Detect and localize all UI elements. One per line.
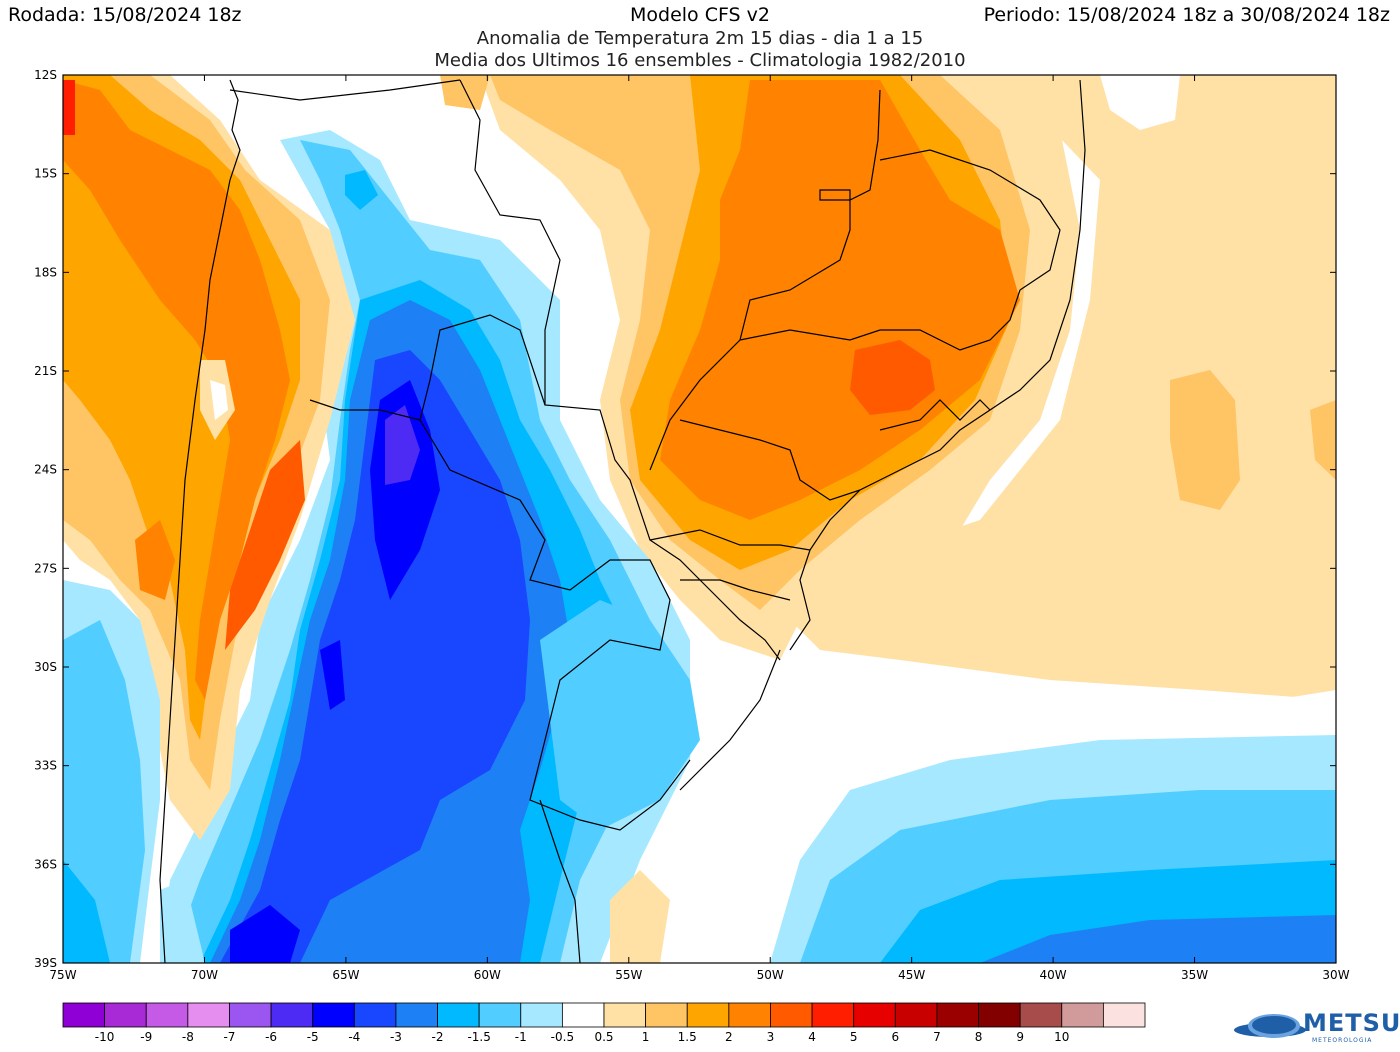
- colorbar-swatch: [603, 1002, 647, 1028]
- colorbar-swatch: [978, 1002, 1021, 1028]
- colorbar-swatch: [104, 1002, 147, 1028]
- colorbar-label: -2: [432, 1030, 444, 1044]
- colorbar-swatch: [520, 1002, 563, 1028]
- model-title: Modelo CFS v2: [629, 4, 770, 26]
- colorbar-label: -4: [348, 1030, 360, 1044]
- colorbar-label: 7: [933, 1030, 941, 1044]
- logo-name: METSUL: [1303, 1009, 1400, 1037]
- lon-label: 55W: [615, 968, 642, 982]
- colorbar-swatch: [645, 1002, 688, 1028]
- colorbar-swatch: [312, 1002, 355, 1028]
- lat-label: 12S: [34, 68, 57, 82]
- colorbar-label: 10: [1054, 1030, 1069, 1044]
- metsul-logo: [1234, 1014, 1306, 1038]
- run-date: Rodada: 15/08/2024 18z: [8, 4, 242, 26]
- colorbar-label: -7: [223, 1030, 235, 1044]
- colorbar-label: 0.5: [594, 1030, 613, 1044]
- colorbar-swatch: [270, 1002, 314, 1028]
- colorbar-label: 5: [850, 1030, 858, 1044]
- lon-label: 65W: [332, 968, 359, 982]
- colorbar-label: -1.5: [467, 1030, 490, 1044]
- colorbar-label: -1: [515, 1030, 527, 1044]
- lat-label: 36S: [34, 857, 57, 871]
- lat-label: 24S: [34, 463, 57, 477]
- colorbar-swatch: [145, 1002, 189, 1028]
- lat-label: 27S: [34, 561, 57, 575]
- colorbar-swatch: [853, 1002, 896, 1028]
- colorbar-swatch: [561, 1002, 605, 1028]
- colorbar-label: 1: [642, 1030, 650, 1044]
- colorbar-label: 1.5: [678, 1030, 697, 1044]
- colorbar-swatch: [395, 1002, 438, 1028]
- colorbar-swatch: [686, 1002, 730, 1028]
- lon-label: 30W: [1322, 968, 1349, 982]
- colorbar-label: -0.5: [551, 1030, 574, 1044]
- colorbar-swatch: [478, 1002, 522, 1028]
- colorbar-label: 3: [767, 1030, 775, 1044]
- colorbar-label: -5: [307, 1030, 319, 1044]
- colorbar-swatch: [437, 1002, 480, 1028]
- colorbar-swatch: [229, 1002, 272, 1028]
- colorbar-swatch: [936, 1002, 979, 1028]
- lat-label: 30S: [34, 660, 57, 674]
- colorbar-swatch: [187, 1002, 230, 1028]
- colorbar-labels: -10 -9 -8 -7 -6 -5 -4 -3 -2 -1.5 -1 -0.5 0.5 1 1.5 2 3 4 5…: [95, 1030, 1070, 1044]
- colorbar-swatch: [62, 1002, 106, 1028]
- colorbar-swatch: [894, 1002, 938, 1028]
- colorbar-label: -3: [390, 1030, 402, 1044]
- map-subtitle-ensembles: Media dos Ultimos 16 ensembles - Climato…: [434, 50, 966, 71]
- lon-label: 40W: [1040, 968, 1067, 982]
- colorbar-swatch: [1102, 1002, 1146, 1028]
- lat-label: 21S: [34, 364, 57, 378]
- anomaly-field: [63, 75, 1336, 963]
- plot-frame: [62, 74, 1337, 964]
- political-borders: [159, 79, 1086, 963]
- latitude-labels: 12S 15S 18S 21S 24S 27S 30S 33S 36S 39S: [34, 68, 57, 970]
- colorbar-label: -8: [182, 1030, 194, 1044]
- colorbar-label: -9: [140, 1030, 152, 1044]
- colorbar-label: -6: [265, 1030, 277, 1044]
- logo-tagline: METEOROLOGIA: [1312, 1037, 1373, 1044]
- lon-label: 75W: [49, 968, 76, 982]
- colorbar: [62, 1002, 1146, 1028]
- colorbar-swatch: [770, 1002, 813, 1028]
- colorbar-swatch: [1019, 1002, 1063, 1028]
- colorbar-swatch: [1061, 1002, 1104, 1028]
- lon-label: 70W: [191, 968, 218, 982]
- colorbar-label: -10: [95, 1030, 115, 1044]
- colorbar-label: 8: [975, 1030, 983, 1044]
- colorbar-swatch: [811, 1002, 855, 1028]
- longitude-labels: 75W 70W 65W 60W 55W 50W 45W 40W 35W 30W: [49, 968, 1349, 982]
- colorbar-label: 6: [891, 1030, 899, 1044]
- lat-label: 15S: [34, 167, 57, 181]
- map-subtitle: Anomalia de Temperatura 2m 15 dias - dia…: [476, 28, 924, 49]
- colorbar-label: 9: [1016, 1030, 1024, 1044]
- colorbar-label: 4: [808, 1030, 816, 1044]
- colorbar-swatch: [728, 1002, 771, 1028]
- forecast-period: Periodo: 15/08/2024 18z a 30/08/2024 18z: [983, 4, 1390, 26]
- lon-label: 60W: [474, 968, 501, 982]
- colorbar-label: 2: [725, 1030, 733, 1044]
- lat-label: 18S: [34, 265, 57, 279]
- lon-label: 35W: [1181, 968, 1208, 982]
- lat-label: 39S: [34, 956, 57, 970]
- lon-label: 45W: [898, 968, 925, 982]
- lat-label: 33S: [34, 759, 57, 773]
- lon-label: 50W: [757, 968, 784, 982]
- colorbar-swatch: [353, 1002, 397, 1028]
